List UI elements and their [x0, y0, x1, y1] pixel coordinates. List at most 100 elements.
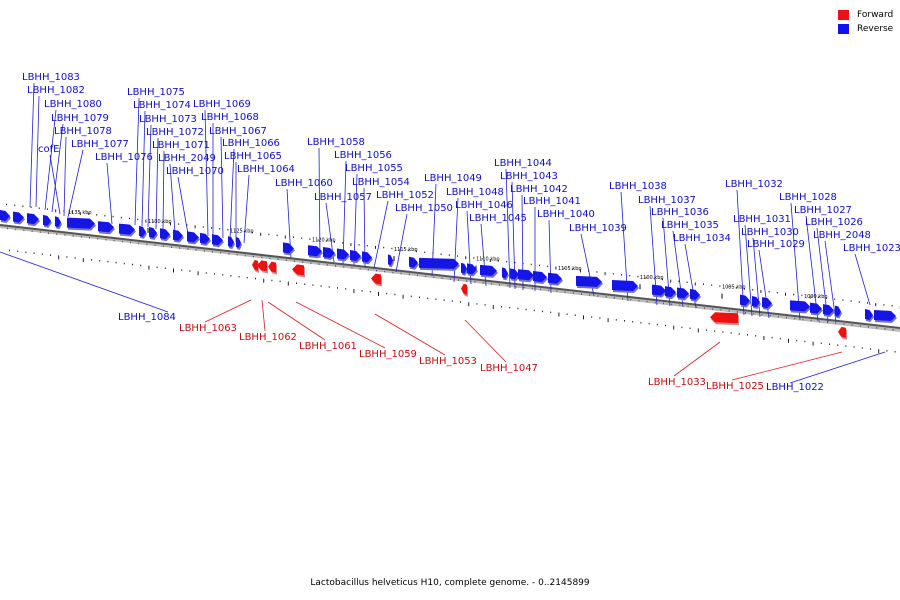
- track-dot: [148, 265, 150, 270]
- track-dot: [460, 301, 461, 303]
- track-dot: [170, 222, 171, 226]
- gene-label: LBHH_1074: [133, 100, 191, 111]
- leader-line: [505, 168, 511, 289]
- track-dot: [870, 348, 871, 350]
- track-dot: [189, 270, 191, 272]
- gene-label: LBHH_1025: [706, 381, 764, 392]
- gene-label: LBHH_1073: [139, 114, 197, 125]
- track-dot: [596, 271, 598, 273]
- leader-line: [261, 299, 266, 332]
- track-dot: [817, 296, 819, 299]
- gene-label: LBHH_2049: [158, 153, 216, 164]
- gene-arrow: [533, 270, 547, 282]
- track-dot: [361, 290, 363, 292]
- leader-line: [51, 123, 64, 213]
- gene-label: LBHH_1066: [222, 138, 280, 149]
- track-dot: [79, 212, 81, 216]
- track-dot: [277, 258, 279, 261]
- gene-label: LBHH_1048: [446, 187, 504, 198]
- gene-arrows: [0, 210, 897, 340]
- track-dot: [402, 294, 404, 299]
- track-dot: [728, 310, 730, 312]
- track-dot: [66, 256, 68, 258]
- track-dot: [736, 311, 738, 313]
- gene-label: LBHH_1083: [22, 72, 80, 83]
- track-dot: [875, 303, 877, 307]
- leader-line: [790, 202, 801, 321]
- track-dot: [793, 293, 795, 296]
- track-dot: [515, 285, 517, 288]
- track-dot: [318, 263, 320, 265]
- gene-arrow: [677, 287, 689, 299]
- track-dot: [219, 228, 221, 230]
- gene-arrow: [461, 262, 467, 274]
- track-dot: [121, 240, 123, 243]
- track-dot: [563, 267, 565, 269]
- track-dot: [335, 265, 336, 267]
- track-dot: [509, 306, 511, 309]
- tick-label: 1130 kbp: [148, 219, 172, 225]
- track-dot: [89, 237, 90, 239]
- gene-label: LBHH_1047: [480, 363, 538, 374]
- leader-line: [49, 154, 61, 215]
- tick-label: 1115 kbp: [394, 247, 418, 253]
- track-dot: [776, 291, 778, 294]
- track-dot: [752, 289, 754, 291]
- track-dot: [255, 277, 256, 280]
- leader-line: [204, 299, 252, 323]
- track-dot: [755, 335, 757, 337]
- track-dot: [202, 226, 204, 228]
- gene-arrow: [576, 275, 602, 287]
- track-dot: [878, 349, 880, 354]
- track-dot: [115, 261, 117, 264]
- gene-label: LBHH_1037: [638, 195, 696, 206]
- track-dot: [530, 263, 532, 266]
- gene-label: LBHH_1068: [201, 112, 259, 123]
- track-dot: [555, 266, 557, 270]
- gene-label: LBHH_1060: [275, 178, 333, 189]
- track-dot: [706, 329, 707, 331]
- track-dot: [804, 340, 806, 343]
- track-dot: [384, 270, 386, 273]
- track-dot: [769, 314, 771, 317]
- track-dot: [15, 228, 17, 231]
- gene-arrow: [200, 232, 210, 244]
- leader-line: [134, 97, 140, 226]
- track-dot: [146, 243, 148, 246]
- track-dot: [407, 249, 409, 252]
- leader-line: [731, 351, 843, 381]
- track-dot: [550, 311, 552, 314]
- track-dot: [386, 292, 388, 295]
- gene-arrow: [228, 236, 234, 248]
- track-dot: [771, 336, 773, 339]
- track-dot: [826, 297, 827, 299]
- gene-label: LBHH_1077: [71, 139, 129, 150]
- track-dot: [558, 312, 560, 317]
- gene-label: LBHH_1042: [510, 184, 568, 195]
- track-dot: [730, 332, 732, 334]
- track-dot: [276, 234, 278, 237]
- track-dot: [745, 312, 746, 314]
- gene-arrow: [548, 272, 562, 284]
- gene-arrow: [838, 326, 846, 338]
- track-dot: [506, 260, 508, 263]
- track-dot: [624, 320, 625, 322]
- track-dot: [883, 304, 885, 306]
- leader-line: [267, 301, 326, 341]
- leader-line: [854, 253, 871, 306]
- track-dot: [656, 323, 658, 326]
- track-dot: [145, 219, 147, 223]
- track-dot: [246, 276, 248, 279]
- track-dot: [697, 328, 699, 333]
- track-dot: [50, 254, 51, 256]
- track-dot: [410, 295, 412, 298]
- gene-arrow: [55, 216, 61, 228]
- track-dot: [392, 271, 394, 274]
- track-dot: [654, 301, 656, 304]
- gene-label: LBHH_1064: [237, 164, 295, 175]
- gene-label: LBHH_1046: [455, 200, 513, 211]
- track-dot: [886, 350, 888, 352]
- leader-line: [464, 319, 507, 363]
- track-dot: [564, 291, 566, 293]
